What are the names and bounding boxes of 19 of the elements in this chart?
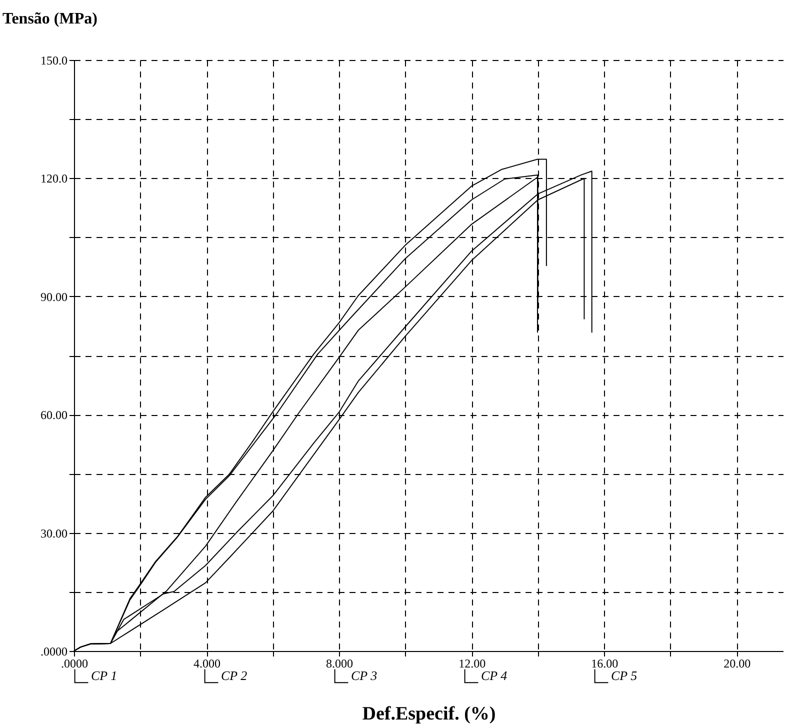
x-axis-title: Def.Especif. (%) [362, 704, 496, 724]
y-axis-title: Tensão (MPa) [2, 10, 98, 28]
legend-label: CP 4 [481, 668, 508, 683]
x-tick-label: 4.000 [194, 656, 221, 670]
legend-label: CP 5 [611, 668, 638, 683]
y-tick-label: 30.00 [40, 526, 68, 540]
y-tick-label: 60.00 [40, 408, 68, 422]
x-tick-label: 16.00 [591, 656, 618, 670]
legend-label: CP 2 [221, 668, 248, 683]
y-tick-label: 150.0 [40, 54, 68, 68]
y-tick-label: .0000 [40, 644, 68, 658]
legend-label: CP 1 [91, 668, 118, 683]
x-tick-label: 12.00 [458, 656, 486, 670]
legend-label: CP 3 [351, 668, 378, 683]
x-tick-label: 20.00 [724, 656, 751, 670]
x-tick-label: 8.000 [326, 656, 354, 670]
y-tick-label: 90.00 [40, 290, 68, 304]
x-tick-label: .0000 [61, 656, 88, 670]
y-tick-label: 120.0 [40, 172, 68, 186]
